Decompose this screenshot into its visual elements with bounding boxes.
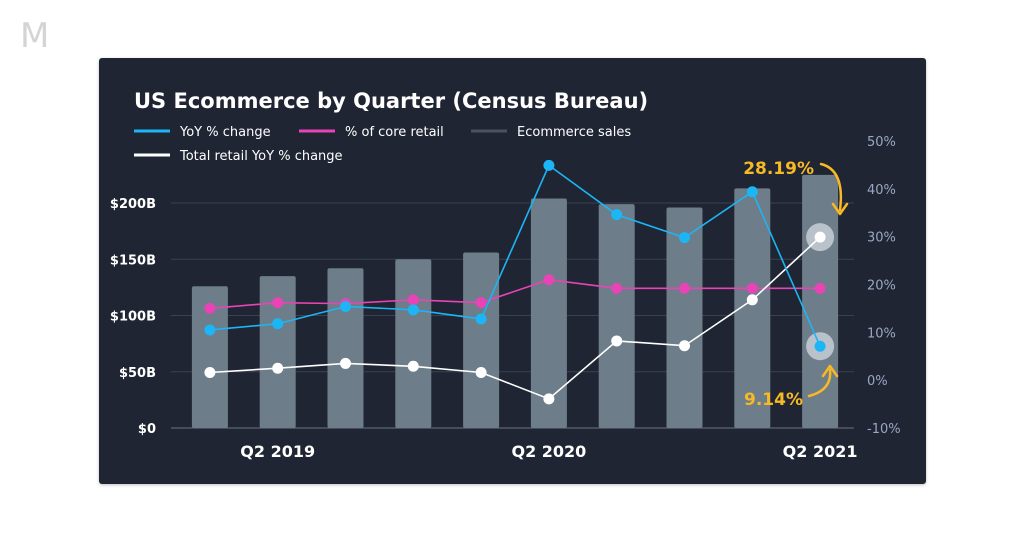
x-axis: Q2 2019 Q2 2020 Q2 2021 xyxy=(240,442,857,461)
right-tick-label: 0% xyxy=(867,374,888,389)
bar xyxy=(666,207,703,428)
right-axis: -10% 0% 10% 20% 30% 40% 50% xyxy=(867,135,901,437)
right-tick-label: -10% xyxy=(867,422,901,437)
bars-ecommerce-sales xyxy=(191,174,839,428)
data-point xyxy=(611,282,623,294)
chart: US Ecommerce by Quarter (Census Bureau) … xyxy=(110,89,901,461)
annotation-label: 9.14% xyxy=(744,390,803,410)
data-point xyxy=(475,367,487,379)
data-point xyxy=(746,294,758,306)
annotation-arrowhead xyxy=(831,202,849,216)
left-axis: $0 $50B $100B $150B $200B xyxy=(110,197,156,437)
bar xyxy=(191,286,228,428)
data-point xyxy=(407,360,419,372)
chart-title: US Ecommerce by Quarter (Census Bureau) xyxy=(134,89,648,113)
bar xyxy=(734,188,771,428)
brand-logo: M xyxy=(20,16,50,56)
data-point xyxy=(272,297,284,309)
left-tick-label: $0 xyxy=(138,422,156,437)
legend-label: % of core retail xyxy=(345,125,444,140)
data-point xyxy=(543,393,555,405)
data-point xyxy=(679,232,690,244)
annotations: 28.19% 9.14% xyxy=(743,159,849,410)
data-point xyxy=(611,335,623,347)
left-tick-label: $50B xyxy=(119,366,156,381)
data-point xyxy=(746,282,758,294)
data-point xyxy=(814,340,826,352)
annotation-arrowhead xyxy=(821,364,839,378)
data-point xyxy=(543,159,555,171)
data-point xyxy=(611,209,623,221)
series-line xyxy=(209,236,821,400)
right-tick-label: 50% xyxy=(867,135,896,150)
legend-label: Ecommerce sales xyxy=(517,125,631,140)
data-point xyxy=(407,304,419,316)
annotation-arrow xyxy=(807,368,832,398)
chart-card: US Ecommerce by Quarter (Census Bureau) … xyxy=(99,58,926,484)
right-tick-label: 40% xyxy=(867,183,896,198)
series-lines xyxy=(204,159,835,405)
data-point xyxy=(475,313,487,325)
left-tick-label: $100B xyxy=(110,310,156,325)
bar xyxy=(259,276,296,428)
series-line xyxy=(209,164,821,347)
annotation-arrow xyxy=(819,162,843,212)
legend-label: Total retail YoY % change xyxy=(179,149,343,164)
left-tick-label: $150B xyxy=(110,253,156,268)
bar xyxy=(598,204,635,428)
data-point xyxy=(407,294,419,306)
legend: YoY % change % of core retail Ecommerce sa… xyxy=(134,125,631,164)
annotation-label: 28.19% xyxy=(743,159,814,179)
data-point xyxy=(814,231,826,243)
data-point xyxy=(543,274,555,286)
right-tick-label: 20% xyxy=(867,279,896,294)
legend-label: YoY % change xyxy=(179,125,271,140)
bar xyxy=(327,268,364,428)
data-point xyxy=(679,282,690,294)
data-point xyxy=(814,282,826,294)
data-point xyxy=(204,367,216,379)
x-tick-label: Q2 2019 xyxy=(240,442,315,461)
data-point xyxy=(746,186,758,198)
x-tick-label: Q2 2020 xyxy=(511,442,586,461)
data-point xyxy=(272,362,284,374)
left-tick-label: $200B xyxy=(110,197,156,212)
data-point xyxy=(204,302,216,314)
data-point xyxy=(475,297,487,309)
right-tick-label: 30% xyxy=(867,231,896,246)
right-tick-label: 10% xyxy=(867,326,896,341)
data-point xyxy=(340,357,351,369)
x-tick-label: Q2 2021 xyxy=(783,442,858,461)
bar xyxy=(395,259,432,428)
bar xyxy=(463,252,500,428)
data-point xyxy=(204,324,216,336)
data-point xyxy=(272,318,284,330)
series-line xyxy=(209,278,821,310)
bar xyxy=(530,198,567,428)
data-point xyxy=(679,340,690,352)
data-point xyxy=(340,301,351,313)
